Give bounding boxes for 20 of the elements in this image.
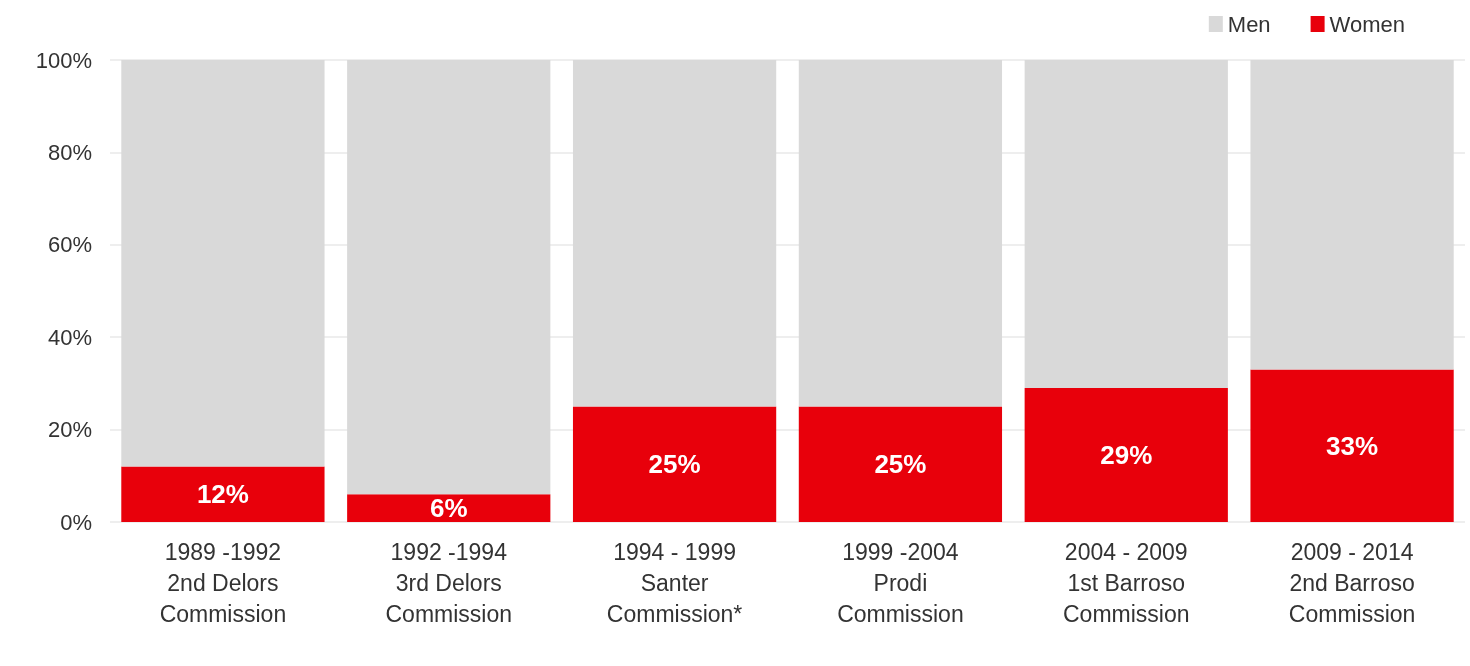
- legend-label: Men: [1227, 11, 1271, 37]
- data-label: 33%: [1326, 430, 1379, 461]
- x-tick-label: 2009 - 2014 2nd Barroso Commission: [1288, 538, 1416, 627]
- data-label: 29%: [1100, 440, 1153, 471]
- y-tick-label: 0%: [60, 509, 92, 535]
- data-label: 6%: [429, 493, 468, 524]
- y-tick-label: 40%: [47, 324, 92, 350]
- x-tick-label: 2004 - 2009 1st Barroso Commission: [1062, 538, 1190, 627]
- y-tick-label: 80%: [47, 139, 92, 165]
- x-tick-label: 1989 -1992 2nd Delors Commission: [159, 538, 287, 627]
- legend-label: Women: [1329, 11, 1406, 37]
- y-tick-label: 100%: [35, 47, 92, 73]
- x-tick-label: 1994 - 1999 Santer Commission*: [606, 538, 743, 627]
- x-tick-label: 1992 -1994 3rd Delors Commission: [385, 538, 513, 627]
- data-label: 25%: [648, 449, 701, 480]
- data-label: 25%: [874, 449, 927, 480]
- y-tick-label: 20%: [47, 417, 92, 443]
- x-tick-label: 1999 -2004 Prodi Commission: [837, 538, 964, 627]
- data-label: 12%: [196, 479, 249, 510]
- y-tick-label: 60%: [47, 232, 92, 258]
